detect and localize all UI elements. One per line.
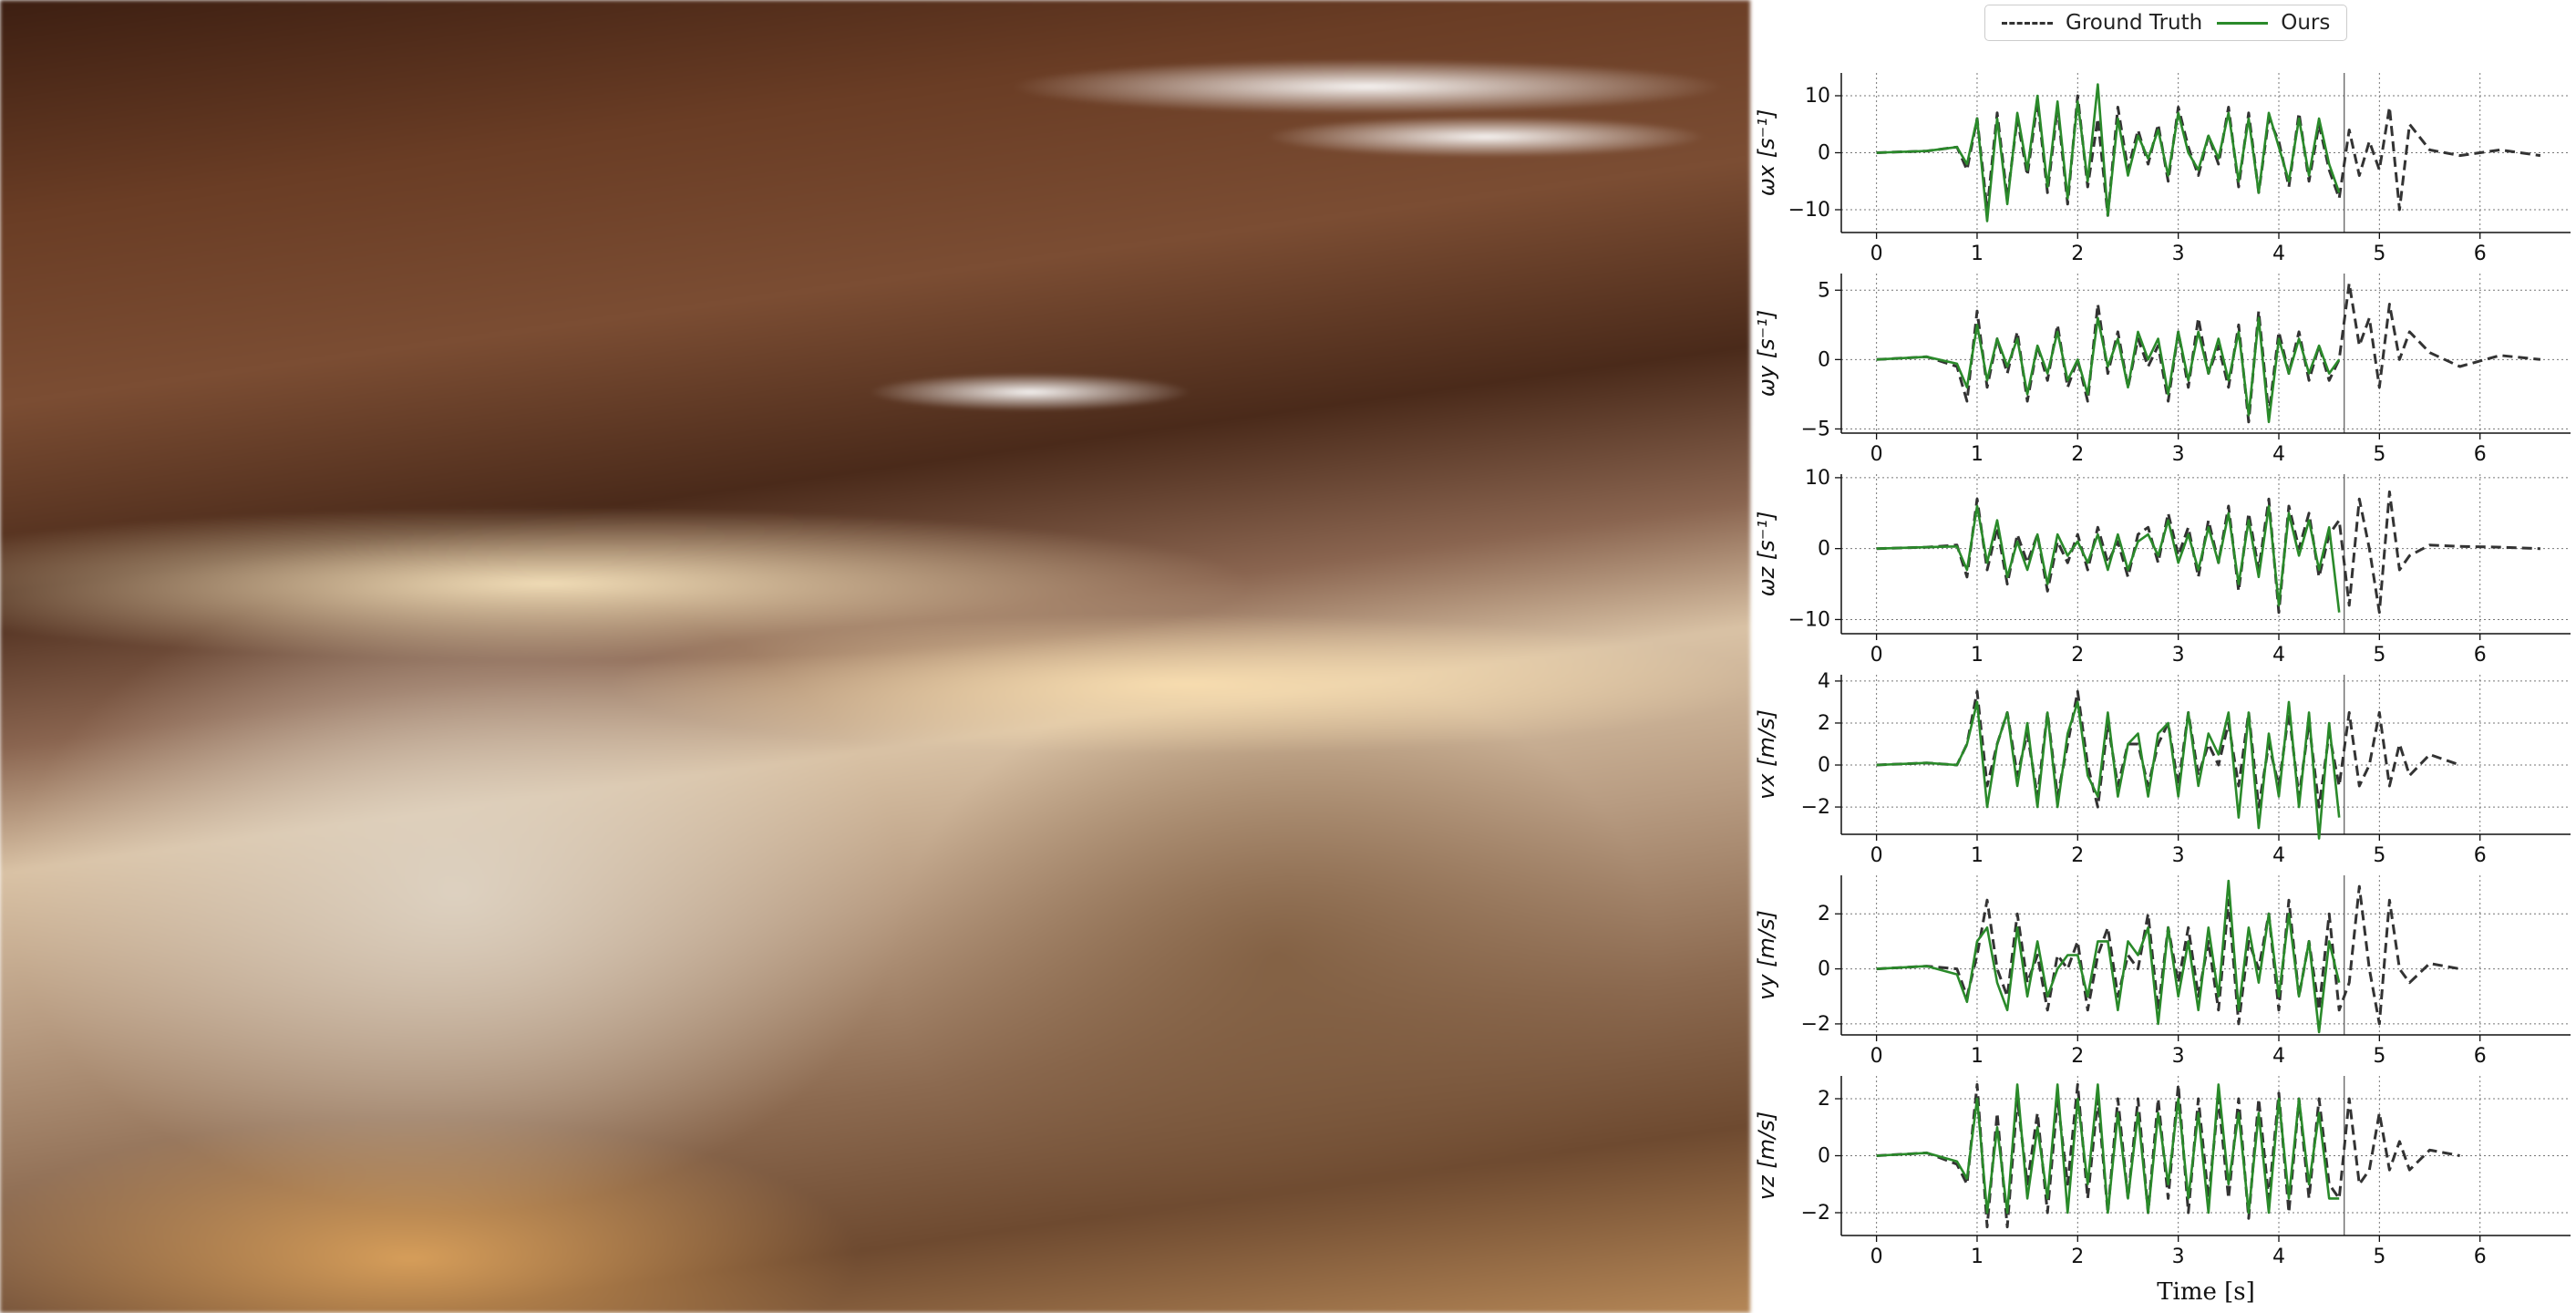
motion-blur-photo <box>0 0 1750 1313</box>
y-tick-label-2: 10 <box>1805 467 1830 490</box>
x-tick-label-6: 6 <box>2474 644 2487 667</box>
y-axis-label: vz [m/s] <box>1754 1111 1779 1200</box>
x-tick-label-5: 5 <box>2373 443 2385 466</box>
x-tick-label-5: 5 <box>2373 1045 2385 1068</box>
y-tick-label-2: 10 <box>1805 85 1830 108</box>
legend: Ground Truth Ours <box>1984 5 2348 41</box>
legend-label-ground-truth: Ground Truth <box>2066 11 2203 35</box>
subplot-2: 0 1 2 3 4 5 6 −5 0 5 ωy [s⁻¹] <box>1754 274 2571 466</box>
x-tick-label-0: 0 <box>1870 443 1883 466</box>
x-tick-label-2: 2 <box>2071 243 2084 265</box>
x-tick-label-5: 5 <box>2373 243 2385 265</box>
x-tick-label-2: 2 <box>2071 644 2084 667</box>
x-tick-label-0: 0 <box>1870 243 1883 265</box>
legend-swatch-ours <box>2217 21 2269 25</box>
y-tick-label-0: −2 <box>1801 796 1830 819</box>
x-tick-label-2: 2 <box>2071 844 2084 867</box>
legend-item-ours: Ours <box>2217 11 2330 35</box>
x-tick-label-2: 2 <box>2071 443 2084 466</box>
x-tick-label-5: 5 <box>2373 844 2385 867</box>
y-axis-label: vy [m/s] <box>1754 910 1779 1000</box>
series-ground-truth <box>1876 884 2460 1026</box>
x-tick-label-3: 3 <box>2172 644 2185 667</box>
x-tick-label-1: 1 <box>1971 644 1984 667</box>
x-tick-label-3: 3 <box>2172 243 2185 265</box>
x-tick-label-0: 0 <box>1870 844 1883 867</box>
legend-label-ours: Ours <box>2281 11 2331 35</box>
series-ground-truth <box>1876 94 2541 217</box>
y-tick-label-1: 0 <box>1818 538 1830 561</box>
y-tick-label-0: −10 <box>1788 199 1830 222</box>
x-tick-label-3: 3 <box>2172 844 2185 867</box>
y-axis-label: ωz [s⁻¹] <box>1754 512 1779 597</box>
subplot-3: 0 1 2 3 4 5 6 −10 0 10 ωz [s⁻¹] <box>1754 467 2571 667</box>
legend-item-ground-truth: Ground Truth <box>2002 11 2202 35</box>
y-tick-label-2: 2 <box>1818 1088 1830 1111</box>
y-tick-label-1: 0 <box>1818 348 1830 371</box>
y-tick-label-2: 2 <box>1818 712 1830 735</box>
x-tick-label-4: 4 <box>2272 1045 2285 1068</box>
subplot-5: 0 1 2 3 4 5 6 −2 0 2 vy [m/s] <box>1754 875 2571 1068</box>
y-tick-label-3: 4 <box>1818 670 1830 693</box>
x-tick-label-6: 6 <box>2474 844 2487 867</box>
x-tick-label-1: 1 <box>1971 1045 1984 1068</box>
series-ours <box>1876 316 2341 424</box>
x-tick-label-6: 6 <box>2474 443 2487 466</box>
x-tick-label-6: 6 <box>2474 243 2487 265</box>
x-tick-label-3: 3 <box>2172 1246 2185 1268</box>
x-tick-label-6: 6 <box>2474 1045 2487 1068</box>
y-tick-label-0: −5 <box>1801 418 1830 440</box>
legend-swatch-ground-truth <box>2002 21 2053 25</box>
y-tick-label-0: −2 <box>1801 1013 1830 1036</box>
x-tick-label-5: 5 <box>2373 644 2385 667</box>
subplot-4: 0 1 2 3 4 5 6 −2 0 2 4 vx [m/s] <box>1754 670 2571 867</box>
x-tick-label-5: 5 <box>2373 1246 2385 1268</box>
x-tick-label-1: 1 <box>1971 844 1984 867</box>
x-tick-label-0: 0 <box>1870 1246 1883 1268</box>
x-tick-label-3: 3 <box>2172 1045 2185 1068</box>
y-tick-label-1: 0 <box>1818 958 1830 981</box>
chart-panel: Ground Truth Ours 0 1 2 3 4 5 6 −10 0 10 ωx [s⁻¹] 0… <box>1750 0 2576 1313</box>
series-ours <box>1876 504 2341 613</box>
series-ours <box>1876 83 2341 222</box>
x-tick-label-0: 0 <box>1870 1045 1883 1068</box>
y-tick-label-2: 2 <box>1818 903 1830 925</box>
x-tick-label-3: 3 <box>2172 443 2185 466</box>
y-tick-label-2: 5 <box>1818 279 1830 302</box>
series-ours <box>1876 700 2341 840</box>
x-axis-label: Time [s] <box>2157 1278 2255 1306</box>
y-axis-label: vx [m/s] <box>1754 709 1779 800</box>
series-ours <box>1876 879 2341 1034</box>
x-tick-label-4: 4 <box>2272 844 2285 867</box>
x-tick-label-2: 2 <box>2071 1045 2084 1068</box>
x-tick-label-6: 6 <box>2474 1246 2487 1268</box>
series-ours <box>1876 1083 2340 1215</box>
x-tick-label-4: 4 <box>2272 443 2285 466</box>
x-tick-label-0: 0 <box>1870 644 1883 667</box>
x-tick-label-4: 4 <box>2272 644 2285 667</box>
subplot-6: 0 1 2 3 4 5 6 −2 0 2 vz [m/s] Time [s] <box>1754 1076 2571 1306</box>
x-tick-label-4: 4 <box>2272 243 2285 265</box>
x-tick-label-1: 1 <box>1971 443 1984 466</box>
series-ground-truth <box>1876 1082 2460 1229</box>
x-tick-label-2: 2 <box>2071 1246 2084 1268</box>
subplot-1: 0 1 2 3 4 5 6 −10 0 10 ωx [s⁻¹] <box>1754 73 2571 265</box>
y-axis-label: ωx [s⁻¹] <box>1754 109 1779 196</box>
y-tick-label-1: 0 <box>1818 754 1830 777</box>
y-tick-label-0: −2 <box>1801 1202 1830 1225</box>
x-tick-label-1: 1 <box>1971 1246 1984 1268</box>
y-tick-label-0: −10 <box>1788 608 1830 631</box>
y-tick-label-1: 0 <box>1818 1145 1830 1168</box>
x-tick-label-4: 4 <box>2272 1246 2285 1268</box>
series-ground-truth <box>1876 282 2541 424</box>
x-tick-label-1: 1 <box>1971 243 1984 265</box>
y-axis-label: ωy [s⁻¹] <box>1754 310 1779 397</box>
y-tick-label-1: 0 <box>1818 142 1830 165</box>
